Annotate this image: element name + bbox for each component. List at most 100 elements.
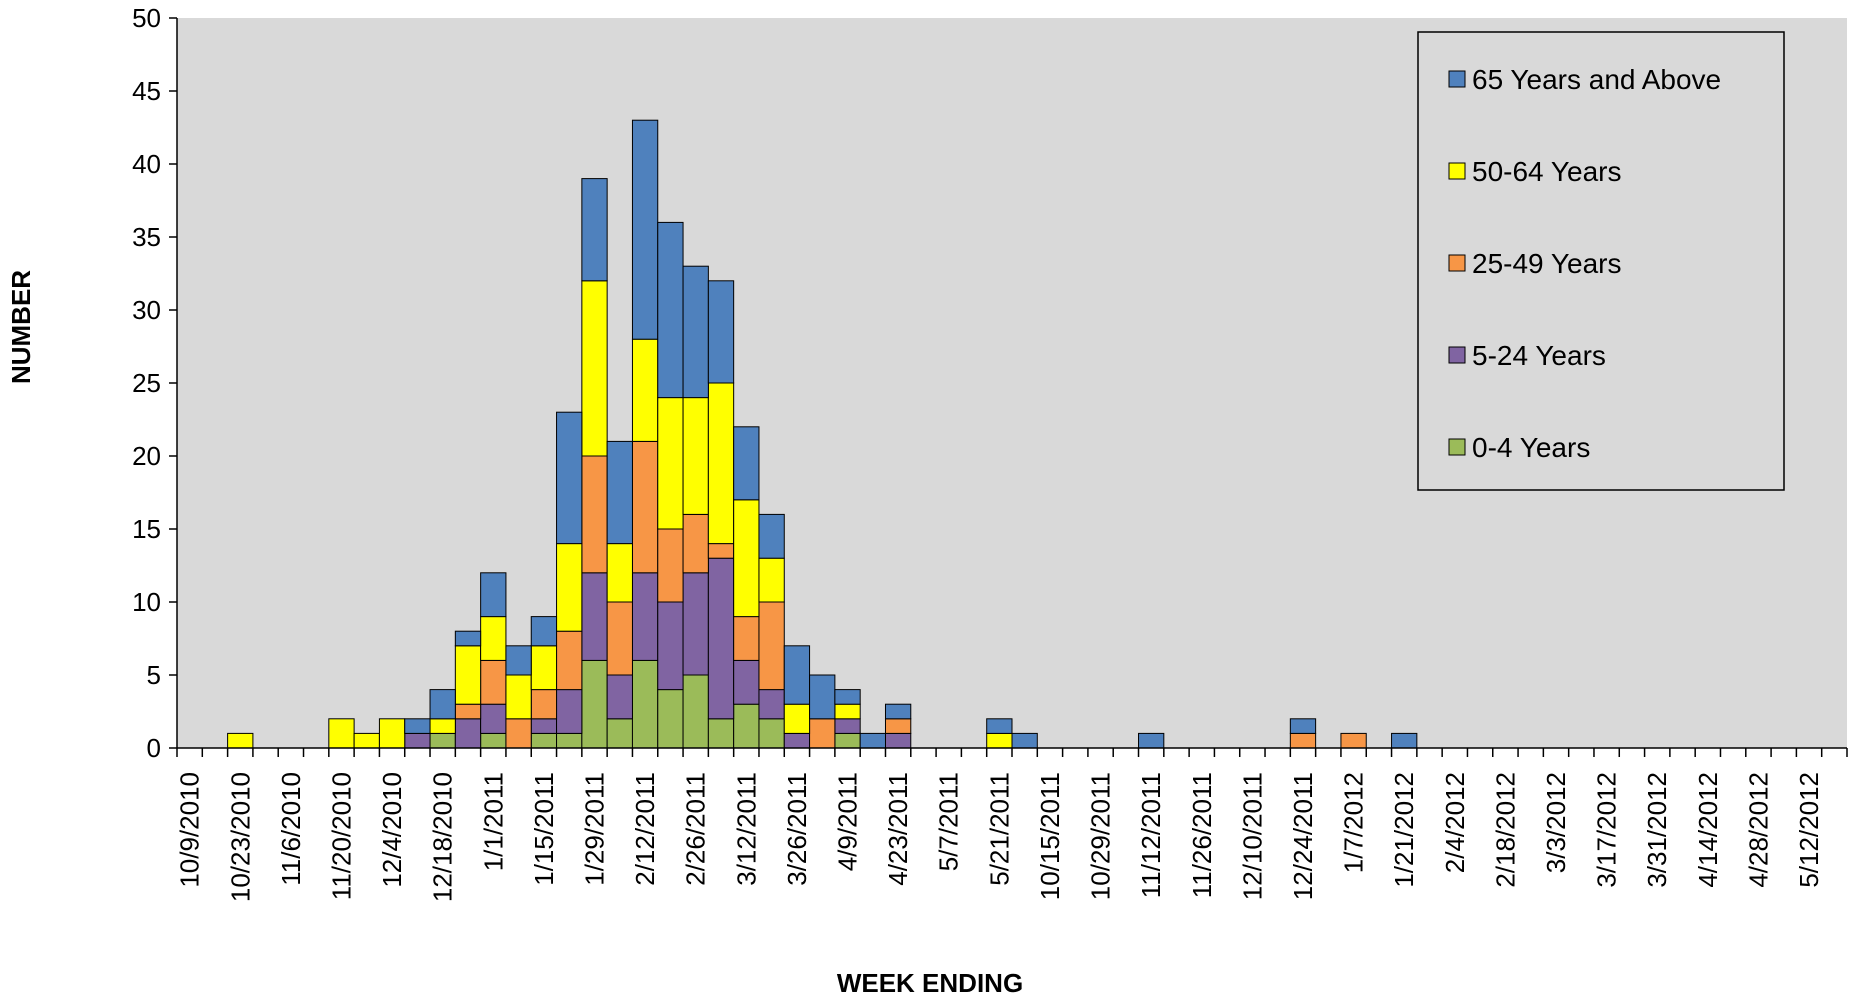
bar-segment — [556, 630, 583, 691]
x-tick-label: 4/9/2011 — [833, 772, 863, 871]
bar-segment — [758, 718, 785, 749]
bar-segment — [809, 674, 836, 720]
x-tick-label: 4/28/2012 — [1743, 772, 1773, 888]
bar-segment — [530, 645, 558, 691]
bar-segment — [657, 601, 684, 691]
bar-segment — [884, 732, 912, 749]
x-tick-label: 12/4/2010 — [377, 772, 407, 888]
bar-segment — [758, 601, 785, 691]
bar-segment — [631, 119, 659, 340]
x-tick-label: 11/26/2011 — [1187, 772, 1217, 898]
bar-segment — [682, 674, 709, 749]
bar-segment — [581, 572, 608, 661]
legend-label: 5-24 Years — [1472, 340, 1606, 371]
bar-segment — [682, 513, 709, 574]
bar-segment — [758, 513, 785, 559]
x-tick-label: 5/21/2011 — [984, 772, 1014, 886]
series-5-24-years — [404, 557, 912, 749]
x-tick-label: 11/20/2010 — [326, 772, 356, 900]
legend-label: 0-4 Years — [1472, 432, 1590, 463]
bar-segment — [505, 718, 532, 749]
bar-segment — [581, 178, 608, 282]
bar-segment — [986, 718, 1013, 734]
bar-segment — [454, 718, 482, 749]
bar-segment — [581, 455, 608, 574]
legend-swatch — [1448, 438, 1466, 456]
y-tick-label: 40 — [132, 149, 161, 179]
bar-segment — [227, 732, 254, 749]
legend-items: 65 Years and Above 50-64 Years 25-49 Years… — [1448, 64, 1721, 463]
bar-segment — [556, 689, 583, 734]
bar-segment — [530, 718, 558, 734]
bar-segment — [606, 543, 633, 603]
x-tick-label: 2/26/2011 — [681, 772, 711, 886]
x-tick-labels: 10/9/2010 10/23/2010 11/6/2010 11/20/2010 12… — [175, 772, 1824, 902]
bar-segment — [783, 732, 811, 749]
bar-segment — [758, 689, 785, 720]
legend-label: 25-49 Years — [1472, 248, 1621, 279]
legend-label: 50-64 Years — [1472, 156, 1621, 187]
bar-segment — [783, 645, 811, 705]
y-axis-title: NUMBER — [6, 270, 36, 384]
legend: 65 Years and Above 50-64 Years 25-49 Years… — [1417, 31, 1785, 491]
bar-segment — [505, 645, 532, 676]
bar-segment — [454, 645, 482, 705]
bar-segment — [809, 718, 836, 749]
x-tick-label: 11/6/2010 — [276, 772, 306, 886]
y-tick-label: 50 — [132, 3, 161, 33]
x-tick-label: 3/17/2012 — [1592, 772, 1622, 888]
bar-segment — [1289, 732, 1317, 749]
x-tick-label: 10/29/2011 — [1086, 772, 1116, 900]
x-tick-label: 3/12/2011 — [731, 772, 761, 886]
bar-segment — [404, 718, 431, 734]
bar-segment — [707, 718, 735, 749]
bar-segment — [733, 703, 760, 749]
bar-segment — [530, 732, 558, 749]
bar-segment — [631, 338, 659, 442]
y-tick-label: 15 — [132, 514, 161, 544]
bar-segment — [556, 543, 583, 632]
y-tick-label: 30 — [132, 295, 161, 325]
bar-segment — [707, 382, 735, 545]
bar-segment — [530, 616, 558, 647]
bar-segment — [758, 557, 785, 603]
bar-segment — [834, 732, 861, 749]
bar-segment — [606, 718, 633, 749]
y-tick-label: 20 — [132, 441, 161, 471]
bar-segment — [429, 732, 456, 749]
legend-swatch — [1448, 346, 1466, 364]
bar-segment — [657, 528, 684, 603]
y-tick-label: 5 — [147, 660, 161, 690]
bar-segment — [1340, 732, 1367, 749]
bar-segment — [378, 718, 406, 749]
y-tick-label: 0 — [147, 733, 161, 763]
bar-segment — [631, 440, 659, 574]
bar-segment — [783, 703, 811, 734]
bar-segment — [631, 659, 659, 749]
x-tick-label: 4/23/2011 — [883, 772, 913, 886]
bar-segment — [682, 265, 709, 399]
bar-segment — [480, 703, 507, 734]
bar-segment — [733, 499, 760, 618]
y-tick-label: 10 — [132, 587, 161, 617]
bar-segment — [657, 397, 684, 530]
bar-segment — [1391, 732, 1418, 749]
bar-segment — [606, 674, 633, 720]
bar-segment — [884, 718, 912, 734]
bar-segment — [733, 659, 760, 705]
bar-segment — [707, 543, 735, 559]
axes-layer — [169, 17, 1848, 757]
legend-label: 65 Years and Above — [1472, 64, 1721, 95]
bar-segment — [480, 732, 507, 749]
x-tick-label: 2/12/2011 — [630, 772, 660, 886]
x-tick-label: 11/12/2011 — [1136, 772, 1166, 898]
x-tick-label: 2/18/2012 — [1490, 772, 1520, 888]
x-tick-label: 3/31/2012 — [1642, 772, 1672, 888]
bar-segment — [353, 732, 380, 749]
bar-segment — [733, 426, 760, 501]
bar-segment — [657, 221, 684, 399]
bars-layer — [227, 119, 1418, 749]
x-tick-label: 2/4/2012 — [1440, 772, 1470, 873]
bar-segment — [986, 732, 1013, 749]
bar-segment — [505, 674, 532, 720]
